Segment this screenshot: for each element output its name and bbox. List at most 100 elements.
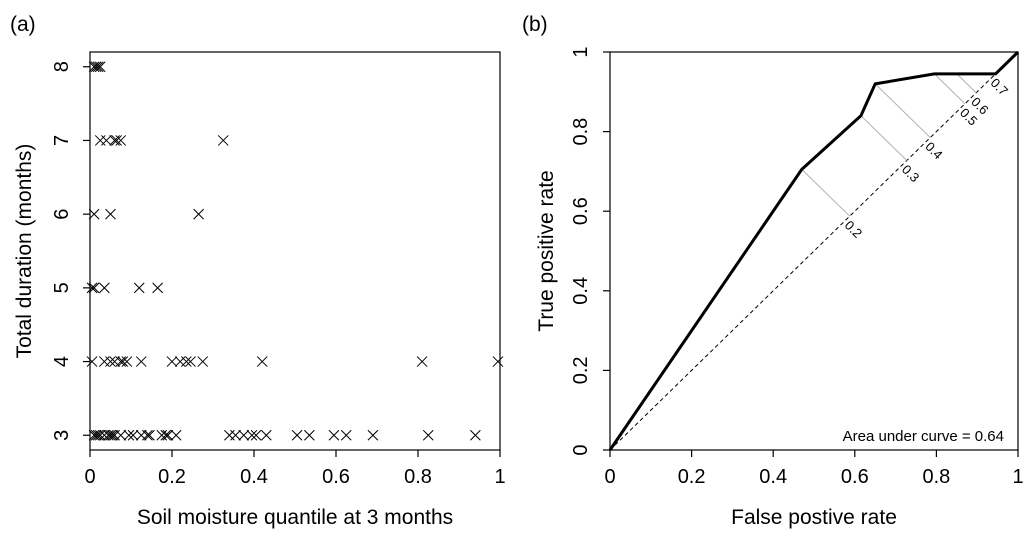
panel-a-x-axis: 0 0.2 0.4 0.6 0.8 1 bbox=[84, 450, 506, 488]
scatter-point bbox=[127, 429, 139, 441]
scatter-point bbox=[94, 135, 106, 146]
panel-a-x-tick-label: 0.8 bbox=[404, 466, 432, 488]
scatter-point bbox=[162, 429, 174, 441]
panel-b-x-tick-label: 0.8 bbox=[922, 466, 950, 488]
scatter-point bbox=[101, 135, 112, 146]
scatter-point bbox=[492, 356, 504, 367]
scatter-point bbox=[256, 356, 268, 367]
panel-a-y-tick-label: 8 bbox=[51, 61, 73, 72]
scatter-point bbox=[422, 429, 434, 441]
panel-a-y-tick-label: 6 bbox=[51, 209, 73, 220]
panel-b-x-tick-label: 0 bbox=[604, 466, 615, 488]
scatter-point bbox=[180, 356, 192, 367]
scatter-point bbox=[88, 282, 100, 294]
scatter-point bbox=[260, 429, 272, 441]
scatter-point bbox=[160, 429, 172, 441]
scatter-point bbox=[367, 429, 379, 441]
panel-b-diagonal-line bbox=[609, 51, 1019, 451]
threshold-guide-line bbox=[801, 169, 851, 217]
panel-b-x-axis-title: False postive rate bbox=[731, 506, 897, 529]
panel-a-points bbox=[86, 61, 504, 441]
panel-b-y-tick-label: 0.6 bbox=[570, 197, 592, 225]
panel-a-x-tick-label: 0 bbox=[84, 466, 95, 488]
threshold-guide-line bbox=[860, 115, 908, 161]
scatter-point bbox=[92, 61, 104, 73]
panel-a-x-tick-label: 0.4 bbox=[240, 466, 268, 488]
scatter-point bbox=[166, 356, 178, 367]
threshold-guide-line bbox=[956, 73, 977, 94]
scatter-point bbox=[115, 429, 127, 441]
scatter-point bbox=[123, 429, 135, 441]
panel-b-auc-annotation: Area under curve = 0.64 bbox=[843, 428, 1004, 445]
panel-a-x-tick-label: 1 bbox=[494, 466, 505, 488]
scatter-point bbox=[144, 429, 155, 441]
scatter-point bbox=[107, 429, 118, 441]
scatter-point bbox=[135, 356, 147, 367]
panel-b-y-axis: 0 0.2 0.4 0.6 0.8 1 bbox=[570, 46, 610, 456]
panel-b-y-tick-label: 1 bbox=[570, 46, 592, 57]
scatter-point bbox=[90, 61, 102, 73]
scatter-point bbox=[133, 282, 145, 294]
panel-b-y-tick-label: 0.2 bbox=[570, 356, 592, 384]
threshold-guide-line bbox=[934, 73, 966, 105]
scatter-point bbox=[135, 429, 147, 441]
panel-b-x-tick-label: 0.4 bbox=[759, 466, 787, 488]
panel-a-x-tick-label: 0.6 bbox=[322, 466, 350, 488]
panel-a-label: (a) bbox=[10, 13, 36, 36]
scatter-point bbox=[94, 61, 106, 73]
panel-b-roc-curve bbox=[608, 50, 1020, 451]
panel-a-y-tick-label: 4 bbox=[51, 356, 73, 367]
panel-b-x-tick-label: 0.6 bbox=[841, 466, 869, 488]
panel-b-label: (b) bbox=[522, 13, 548, 36]
scatter-point bbox=[246, 429, 258, 441]
scatter-point bbox=[105, 429, 116, 441]
panel-a-plot-frame bbox=[89, 51, 501, 451]
panel-a-y-tick-label: 5 bbox=[51, 282, 73, 293]
panel-b-y-tick-label: 0.4 bbox=[570, 277, 592, 305]
panel-b-thresholds: 0.20.30.40.50.60.7 bbox=[801, 73, 1011, 241]
scatter-point bbox=[291, 429, 303, 441]
scatter-point bbox=[98, 282, 110, 294]
scatter-point bbox=[115, 356, 127, 367]
scatter-point bbox=[142, 429, 153, 441]
threshold-guide-line bbox=[874, 83, 931, 138]
scatter-point bbox=[470, 429, 481, 441]
panel-b-y-tick-label: 0.8 bbox=[570, 118, 592, 146]
scatter-point bbox=[238, 429, 250, 441]
scatter-point bbox=[117, 356, 129, 367]
scatter-point bbox=[111, 135, 123, 146]
scatter-point bbox=[86, 282, 98, 294]
scatter-point bbox=[303, 429, 315, 441]
scatter-point bbox=[94, 429, 106, 441]
panel-a-y-tick-label: 7 bbox=[51, 135, 73, 146]
scatter-point bbox=[193, 208, 205, 220]
scatter-point bbox=[328, 429, 340, 441]
threshold-label: 0.2 bbox=[842, 217, 865, 240]
scatter-point bbox=[88, 208, 100, 220]
panel-b-x-tick-label: 0.2 bbox=[678, 466, 706, 488]
panel-a-x-tick-label: 0.2 bbox=[158, 466, 186, 488]
panel-a-y-axis: 3 4 5 6 7 8 bbox=[51, 61, 90, 441]
scatter-point bbox=[152, 282, 164, 294]
scatter-point bbox=[90, 429, 102, 441]
panel-a-scatter: (a) 0 0.2 0.4 0.6 0.8 1 3 4 5 6 7 8 Soil moisture … bbox=[10, 13, 506, 529]
panel-b-x-axis: 0 0.2 0.4 0.6 0.8 1 bbox=[604, 450, 1024, 488]
scatter-point bbox=[109, 135, 120, 146]
scatter-point bbox=[185, 356, 196, 367]
panel-b-roc: (b) 0 0.2 0.4 0.6 0.8 1 0 0.2 0.4 0.6 0.8 1 0.20.3… bbox=[522, 13, 1024, 529]
scatter-point bbox=[416, 356, 428, 367]
threshold-label: 0.4 bbox=[922, 139, 945, 162]
scatter-point bbox=[98, 356, 110, 367]
panel-b-y-axis-title: True positive rate bbox=[535, 170, 558, 331]
panel-a-y-tick-label: 3 bbox=[51, 430, 73, 441]
scatter-point bbox=[174, 356, 186, 367]
scatter-point bbox=[340, 429, 352, 441]
scatter-point bbox=[250, 429, 262, 441]
panel-b-y-tick-label: 0 bbox=[570, 444, 592, 455]
scatter-point bbox=[105, 356, 116, 367]
scatter-point bbox=[197, 356, 209, 367]
scatter-point bbox=[217, 135, 229, 146]
panel-b-x-tick-label: 1 bbox=[1012, 466, 1023, 488]
scatter-point bbox=[86, 356, 98, 367]
